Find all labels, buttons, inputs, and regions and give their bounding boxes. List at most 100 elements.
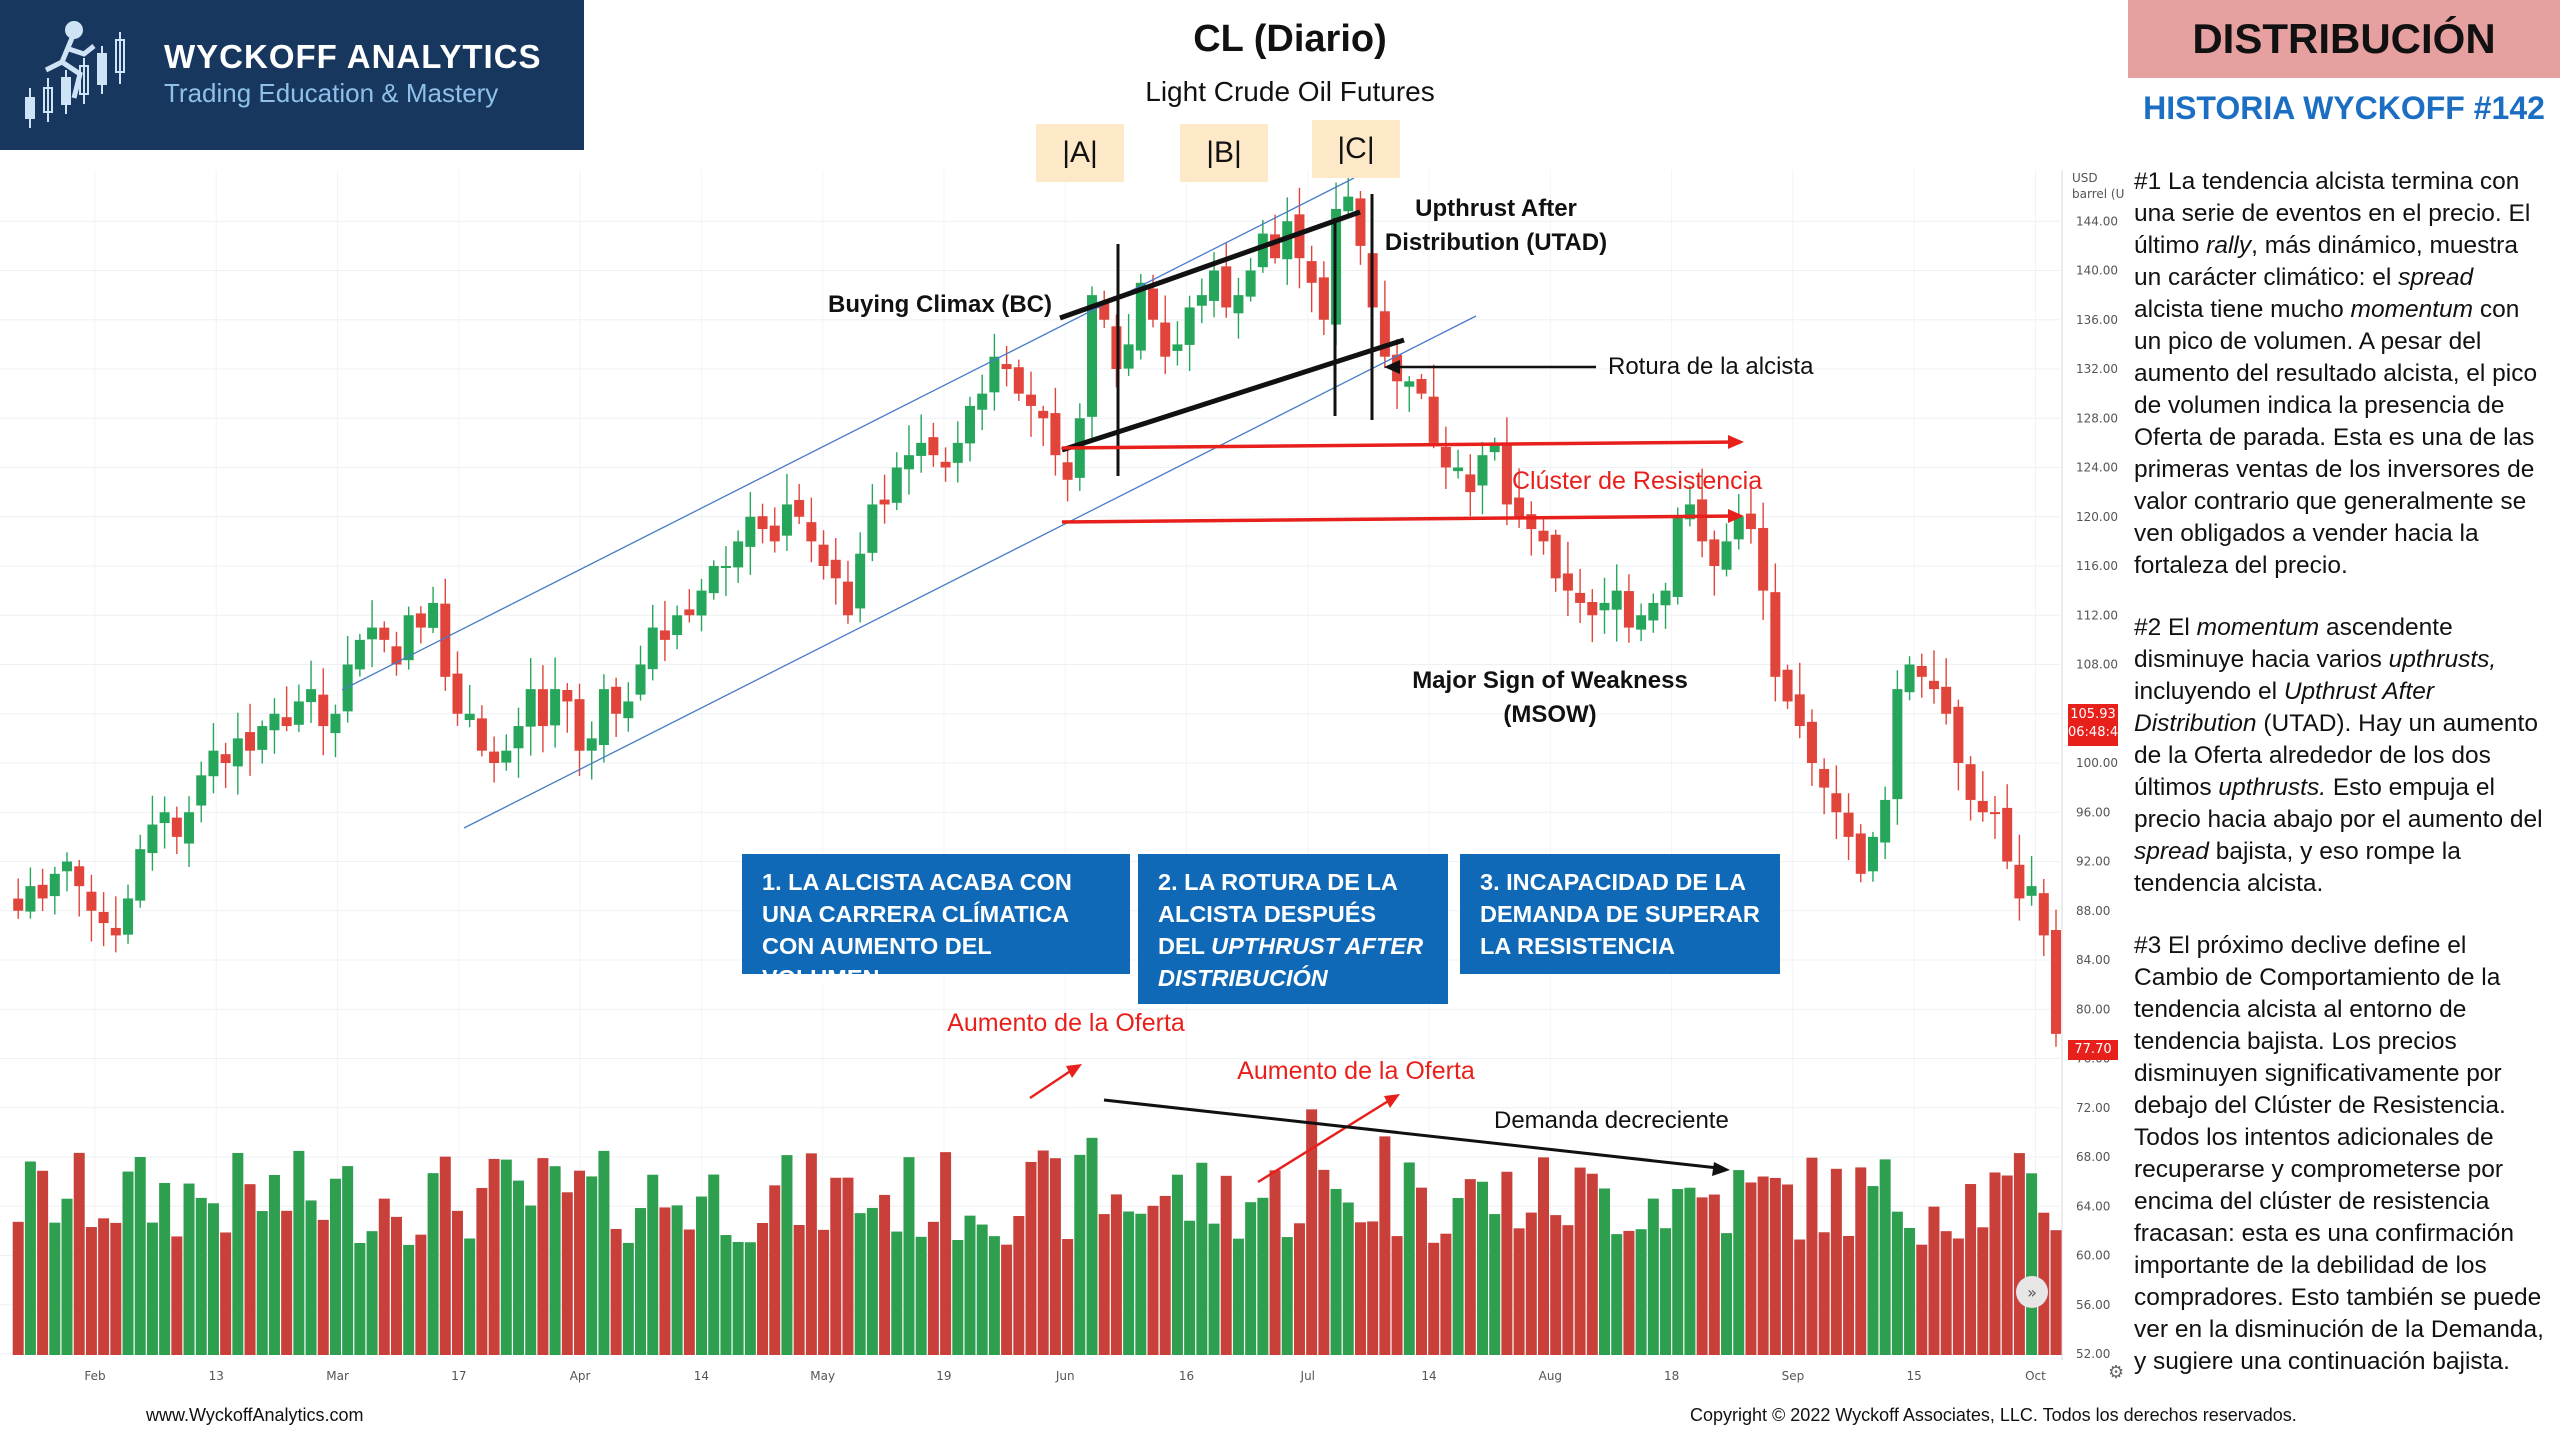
candle-body (537, 689, 548, 727)
x-tick-label: 14 (694, 1369, 709, 1383)
candle-body (245, 732, 256, 751)
candle-body (184, 812, 195, 844)
demand-arrow (1103, 1098, 1719, 1170)
volume-bar (757, 1222, 769, 1355)
volume-bar (1147, 1205, 1159, 1355)
candle-body (2026, 886, 2037, 896)
volume-bar (1513, 1228, 1525, 1355)
candle-body (769, 525, 780, 542)
volume-bar (1660, 1228, 1672, 1355)
candle-body (1550, 534, 1561, 579)
candle-body (257, 726, 268, 750)
phase-b-label: |B| (1180, 124, 1268, 182)
runner-candles-icon (25, 21, 125, 128)
candle-body (830, 559, 841, 579)
volume-bar (1037, 1150, 1049, 1355)
candle-body (1977, 800, 1988, 813)
volume-bar (574, 1170, 586, 1355)
candle-body (391, 646, 402, 665)
volume-bar (622, 1242, 634, 1355)
candle-body (1819, 768, 1830, 788)
volume-bar (1367, 1221, 1379, 1355)
volume-bar (610, 1228, 622, 1355)
candle-body (1953, 706, 1964, 763)
candle-body (952, 442, 963, 463)
volume-bar (12, 1221, 24, 1355)
volume-bar (1855, 1167, 1867, 1355)
volume-bar (1684, 1187, 1696, 1355)
volume-bar (1281, 1237, 1293, 1355)
volume-bar (159, 1182, 171, 1355)
candle-body (1294, 214, 1305, 259)
callout-box-2-emphasis: UPTHRUST AFTER DISTRIBUCIÓN (1158, 933, 1424, 991)
volume-bar (1269, 1170, 1281, 1355)
volume-bar (1806, 1157, 1818, 1355)
candle-body (733, 541, 744, 568)
candle-body (379, 627, 390, 640)
volume-bar (122, 1171, 134, 1355)
candle-body (318, 694, 329, 727)
volume-bar (1184, 1220, 1196, 1355)
volume-bar (744, 1242, 756, 1355)
volume-bar (451, 1210, 463, 1355)
volume-bar (598, 1150, 610, 1355)
volume-bar (1977, 1227, 1989, 1355)
volume-bar (1525, 1212, 1537, 1355)
volume-bar (805, 1153, 817, 1355)
volume-bar (927, 1221, 939, 1355)
candle-body (489, 751, 500, 763)
volume-bar (268, 1174, 280, 1355)
story-paragraph-2: #2 El momentum ascendente disminuye haci… (2134, 614, 2543, 897)
volume-bar (1001, 1244, 1013, 1355)
candle-body (1172, 344, 1183, 351)
volume-bar (1489, 1214, 1501, 1355)
candle-body (623, 701, 634, 719)
candle-body (1538, 530, 1549, 542)
volume-bar (183, 1183, 195, 1355)
volume-bar (1440, 1233, 1452, 1355)
candle-body (1209, 270, 1220, 301)
volume-bar (1415, 1187, 1427, 1355)
candle-body (1599, 602, 1610, 611)
volume-bar (1940, 1231, 1952, 1355)
volume-bar (1086, 1137, 1098, 1355)
y-tick-label: 120.00 (2076, 510, 2118, 524)
volume-bar (1745, 1182, 1757, 1355)
candle-body (794, 499, 805, 517)
x-tick-label: May (810, 1369, 835, 1383)
y-tick-label: 144.00 (2076, 214, 2118, 228)
candle-body (1184, 307, 1195, 345)
y-tick-label: 56.00 (2076, 1298, 2110, 1312)
volume-bar (1074, 1154, 1086, 1355)
candle-body (476, 718, 487, 751)
volume-bar (439, 1156, 451, 1355)
volume-bar (378, 1198, 390, 1355)
story-text: #1 La tendencia alcista termina con una … (2134, 166, 2546, 1408)
volume-bar (952, 1240, 964, 1355)
volume-bar (134, 1157, 146, 1355)
marker-price: 105.93 (2070, 707, 2116, 722)
volume-bar (85, 1227, 97, 1355)
volume-bar (1782, 1184, 1794, 1355)
volume-bar (720, 1235, 732, 1355)
volume-bar (1110, 1194, 1122, 1355)
candle-body (1379, 311, 1390, 357)
demand-arrow-head (1712, 1162, 1730, 1176)
volume-bar (891, 1231, 903, 1355)
x-tick-label: 16 (1179, 1369, 1194, 1383)
candle-body (232, 738, 243, 767)
resistance-cluster-label: Clúster de Resistencia (1512, 467, 1763, 495)
candle-body (1636, 615, 1647, 630)
candle-body (74, 866, 85, 887)
x-tick-label: Mar (326, 1369, 349, 1383)
volume-bar (842, 1177, 854, 1355)
x-tick-label: 19 (936, 1369, 951, 1383)
resistance-upper-line (1061, 440, 1741, 450)
volume-bar (1403, 1162, 1415, 1355)
candle-body (550, 689, 561, 726)
phase-c-label: |C| (1312, 120, 1400, 178)
candle-body (1123, 344, 1134, 369)
candle-body (1026, 394, 1036, 406)
volume-bar (732, 1241, 744, 1355)
candle-body (293, 701, 304, 725)
